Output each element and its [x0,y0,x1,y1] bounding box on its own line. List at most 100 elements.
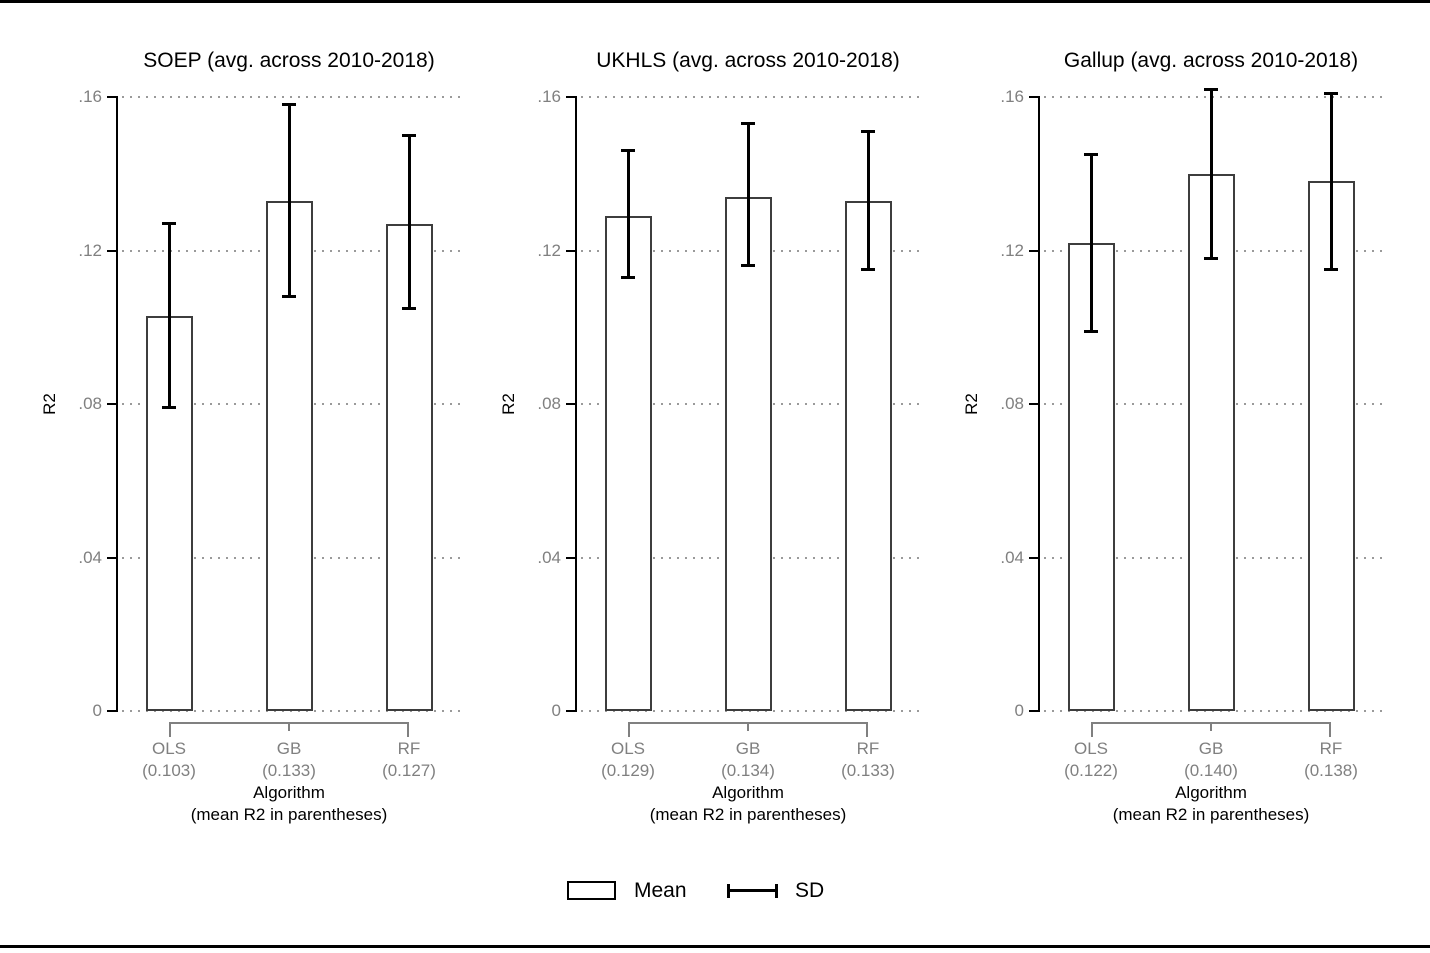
y-tick-mark [1029,556,1038,559]
y-tick-mark [1029,710,1038,712]
errorbar-gb [287,104,291,297]
category-label-ols: OLS [151,739,187,758]
errorbar-top-cap [1084,153,1098,157]
y-tick-label: .04 [78,547,102,567]
y-axis-line [1038,96,1040,712]
category-mean-value-rf: (0.138) [1304,761,1358,780]
y-tick-mark [566,710,575,712]
errorbar-bottom-cap [741,264,755,268]
y-tick-mark [1029,403,1038,405]
errorbar-ols [167,223,171,408]
x-axis-bracket-right-stub [1329,722,1331,737]
category-label-gb: GB [1198,739,1224,758]
y-tick-label: .16 [78,87,102,106]
category-label-rf: RF [856,739,880,758]
errorbar-top-cap [861,130,875,134]
errorbar-bottom-cap [402,306,416,310]
errorbar-bottom-cap [621,275,635,279]
errorbar-top-cap [741,122,755,126]
y-tick-mark [566,403,575,405]
y-tick-label: .12 [78,240,102,260]
y-tick-mark [107,403,116,405]
x-axis-subtitle: (mean R2 in parentheses) [1112,805,1310,824]
category-mean-value-gb: (0.134) [721,761,775,780]
errorbar-gb [746,123,750,266]
category-mean-value-rf: (0.133) [841,761,895,780]
errorbar-gb [1209,89,1213,259]
y-axis-line [575,96,577,712]
legend-mean-swatch [567,881,616,900]
y-gridline-16 [1044,96,1382,98]
y-tick-label: 0 [551,701,561,720]
panel-title-ukhls: UKHLS (avg. across 2010-2018) [596,49,900,72]
y-gridline-0 [581,710,919,712]
top-rule [0,0,1430,3]
y-tick-mark [1029,249,1038,252]
y-axis-title: R2 [962,393,981,415]
x-axis-bracket-left-stub [1091,722,1093,737]
y-tick-label: .04 [1000,547,1024,567]
x-axis-bracket-mid-stub [1210,722,1212,731]
errorbar-bottom-cap [162,406,176,410]
errorbar-top-cap [162,222,176,226]
errorbar-bottom-cap [1324,268,1338,272]
category-label-rf: RF [397,739,421,758]
category-mean-value-gb: (0.133) [262,761,316,780]
y-axis-title: R2 [499,393,518,415]
errorbar-ols [626,150,630,278]
y-axis-title: R2 [40,393,59,415]
y-tick-mark [566,96,575,98]
y-tick-label: .12 [1000,240,1024,260]
y-gridline-16 [122,96,460,98]
y-gridline-0 [122,710,460,712]
y-tick-mark [107,249,116,252]
y-tick-label: .08 [537,394,561,413]
y-gridline-16 [581,96,919,98]
category-mean-value-ols: (0.122) [1064,761,1118,780]
panel-title-soep: SOEP (avg. across 2010-2018) [143,49,435,72]
x-axis-bracket-right-stub [407,722,409,737]
bar-gb [724,196,772,711]
x-axis-bracket-mid-stub [288,722,290,731]
errorbar-top-cap [621,149,635,153]
errorbar-bottom-cap [861,268,875,272]
category-mean-value-gb: (0.140) [1184,761,1238,780]
x-axis-bracket-right-stub [866,722,868,737]
y-tick-mark [107,556,116,559]
y-tick-label: .08 [78,394,102,413]
errorbar-top-cap [402,133,416,137]
legend-sd-label: SD [795,879,825,902]
x-axis-bracket-left-stub [169,722,171,737]
category-label-ols: OLS [610,739,646,758]
category-label-ols: OLS [1073,739,1109,758]
y-tick-label: .12 [537,240,561,260]
bar-gb [1187,173,1235,711]
x-axis-bracket-left-stub [628,722,630,737]
errorbar-rf [866,131,870,270]
y-tick-mark [566,556,575,559]
y-tick-mark [107,710,116,712]
category-label-rf: RF [1319,739,1343,758]
errorbar-ols [1089,154,1093,332]
y-tick-mark [1029,96,1038,98]
y-tick-label: 0 [1014,701,1024,720]
x-axis-title: Algorithm [253,783,325,802]
errorbar-bottom-cap [1204,256,1218,260]
y-gridline-0 [1044,710,1382,712]
category-mean-value-ols: (0.129) [601,761,655,780]
x-axis-subtitle: (mean R2 in parentheses) [649,805,847,824]
category-label-gb: GB [735,739,761,758]
errorbar-bottom-cap [1084,329,1098,333]
category-mean-value-rf: (0.127) [382,761,436,780]
x-axis-bracket-mid-stub [747,722,749,731]
y-tick-mark [566,249,575,252]
x-axis-title: Algorithm [712,783,784,802]
legend-sd-errorbar-left-cap [727,884,730,898]
y-tick-mark [107,96,116,98]
category-mean-value-ols: (0.103) [142,761,196,780]
panel-title-gallup: Gallup (avg. across 2010-2018) [1063,49,1359,72]
y-tick-label: .04 [537,547,561,567]
category-label-gb: GB [276,739,302,758]
errorbar-bottom-cap [282,295,296,299]
errorbar-top-cap [282,103,296,107]
